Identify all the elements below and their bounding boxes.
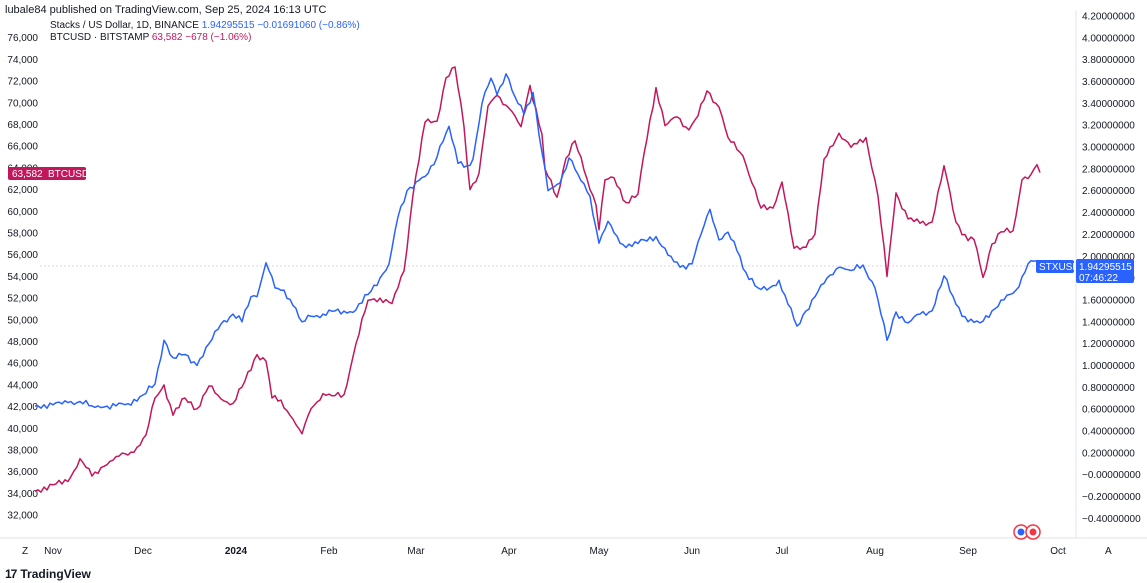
left-axis[interactable]: 32,000 34,000 36,000 38,000 40,000 42,000 44,0… <box>7 33 38 521</box>
tradingview-logo-icon: 17 <box>5 567 17 581</box>
time-axis-tick-label: Sep <box>959 546 977 557</box>
auto-scale-button-left[interactable]: Z <box>22 546 28 557</box>
left-axis-tick-label: 52,000 <box>7 294 38 305</box>
left-axis-tick-label: 46,000 <box>7 359 38 370</box>
right-axis-tick-label: 2.60000000 <box>1082 186 1135 197</box>
right-axis-tick-label: −0.20000000 <box>1082 492 1141 503</box>
legend-change-btc: −678 (−1.06%) <box>185 32 252 43</box>
legend-price-btc: 63,582 <box>151 32 183 43</box>
time-axis-tick-label: Jun <box>684 546 700 557</box>
event-flags[interactable] <box>1013 524 1041 540</box>
right-axis-tick-label: 0.60000000 <box>1082 405 1135 416</box>
footer-brand: 17 TradingView <box>5 567 91 581</box>
left-axis-tick-label: 72,000 <box>7 77 38 88</box>
left-axis-tick-label: 36,000 <box>7 467 38 478</box>
right-axis-tick-label: 1.60000000 <box>1082 295 1135 306</box>
left-axis-tick-label: 32,000 <box>7 511 38 522</box>
legend-row-btc[interactable]: BTCUSD · BITSTAMP 63,582 −678 (−1.06%) <box>50 32 360 44</box>
us-flag-icon-center <box>1029 528 1037 536</box>
btc-tag-value: 63,582 <box>12 169 43 180</box>
time-axis-tick-label: Dec <box>134 546 152 557</box>
left-axis-tick-label: 44,000 <box>7 380 38 391</box>
left-axis-tick-label: 48,000 <box>7 337 38 348</box>
left-axis-tick-label: 58,000 <box>7 229 38 240</box>
us-flag-icon-center <box>1017 528 1025 536</box>
right-axis-tick-label: 3.80000000 <box>1082 55 1135 66</box>
left-axis-tick-label: 38,000 <box>7 446 38 457</box>
stx-tag-label-background <box>1036 260 1074 273</box>
chart-legend: Stacks / US Dollar, 1D, BINANCE 1.942955… <box>50 20 360 44</box>
right-axis-tick-label: 2.80000000 <box>1082 164 1135 175</box>
right-axis-tick-label: 3.20000000 <box>1082 121 1135 132</box>
right-axis-tick-label: 4.20000000 <box>1082 12 1135 23</box>
right-axis-tick-label: −0.00000000 <box>1082 470 1141 481</box>
btcusd-series-line[interactable] <box>34 66 1041 493</box>
legend-symbol-stx: Stacks / US Dollar, 1D, BINANCE <box>50 20 199 31</box>
legend-row-stx[interactable]: Stacks / US Dollar, 1D, BINANCE 1.942955… <box>50 20 360 32</box>
time-axis-tick-label: Nov <box>44 546 62 557</box>
left-axis-tick-label: 56,000 <box>7 250 38 261</box>
left-axis-tick-label: 70,000 <box>7 98 38 109</box>
time-axis-tick-label: Jul <box>776 546 789 557</box>
footer-brand-text: TradingView <box>20 567 91 581</box>
time-axis-tick-label: Apr <box>501 546 517 557</box>
legend-price-stx: 1.94295515 <box>201 20 255 31</box>
stx-tag-value-background <box>1076 259 1134 283</box>
publish-header: lubale84 published on TradingView.com, S… <box>5 4 327 16</box>
time-axis-tick-label: Mar <box>407 546 425 557</box>
left-axis-tick-label: 68,000 <box>7 120 38 131</box>
right-axis-tick-label: 3.00000000 <box>1082 143 1135 154</box>
right-axis-tick-label: 0.20000000 <box>1082 448 1135 459</box>
right-axis-tick-label: 2.40000000 <box>1082 208 1135 219</box>
left-axis-tick-label: 62,000 <box>7 185 38 196</box>
stxusd-series-line[interactable] <box>35 73 1041 410</box>
time-axis[interactable]: Nov Dec 2024 Feb Mar Apr May Jun Jul Aug Sep Oct <box>44 546 1066 557</box>
legend-change-stx: −0.01691060 (−0.86%) <box>257 20 360 31</box>
stx-tag-label: STXUSD <box>1039 262 1080 273</box>
time-axis-tick-label: Oct <box>1050 546 1066 557</box>
right-axis-tick-label: 3.60000000 <box>1082 77 1135 88</box>
legend-symbol-btc: BTCUSD · BITSTAMP <box>50 32 150 43</box>
left-axis-tick-label: 50,000 <box>7 315 38 326</box>
stx-tag-value: 1.94295515 <box>1079 262 1132 273</box>
time-axis-tick-label: 2024 <box>225 546 248 557</box>
right-axis-tick-label: 4.00000000 <box>1082 33 1135 44</box>
left-axis-tick-label: 74,000 <box>7 55 38 66</box>
left-axis-tick-label: 66,000 <box>7 142 38 153</box>
right-axis-tick-label: 2.00000000 <box>1082 252 1135 263</box>
btc-tag-label: BTCUSD <box>48 169 89 180</box>
series-layer <box>34 66 1041 493</box>
left-axis-tick-label: 54,000 <box>7 272 38 283</box>
stx-tag-countdown: 07:46:22 <box>1079 273 1118 284</box>
right-axis-tick-label: 0.80000000 <box>1082 383 1135 394</box>
right-axis-tick-label: 0.40000000 <box>1082 426 1135 437</box>
time-axis-tick-label: May <box>590 546 609 557</box>
left-axis-tick-label: 76,000 <box>7 33 38 44</box>
time-axis-tick-label: Aug <box>866 546 884 557</box>
right-axis-tick-label: 1.20000000 <box>1082 339 1135 350</box>
stx-price-tag: STXUSD 1.94295515 07:46:22 <box>1036 259 1134 284</box>
auto-scale-button-right[interactable]: A <box>1105 546 1112 557</box>
left-axis-tick-label: 34,000 <box>7 489 38 500</box>
left-axis-tick-label: 60,000 <box>7 207 38 218</box>
left-axis-tick-label: 40,000 <box>7 424 38 435</box>
time-axis-tick-label: Feb <box>320 546 338 557</box>
right-axis-tick-label: 3.40000000 <box>1082 99 1135 110</box>
left-axis-tick-label: 42,000 <box>7 402 38 413</box>
right-axis-tick-label: 1.40000000 <box>1082 317 1135 328</box>
btc-price-tag: 63,582 BTCUSD <box>8 167 89 180</box>
right-axis-tick-label: −0.40000000 <box>1082 514 1141 525</box>
right-axis-tick-label: 1.00000000 <box>1082 361 1135 372</box>
btc-tag-background <box>8 167 86 180</box>
right-axis-tick-label: 2.20000000 <box>1082 230 1135 241</box>
right-axis[interactable]: 4.20000000 4.00000000 3.80000000 3.60000000… <box>1082 12 1141 525</box>
